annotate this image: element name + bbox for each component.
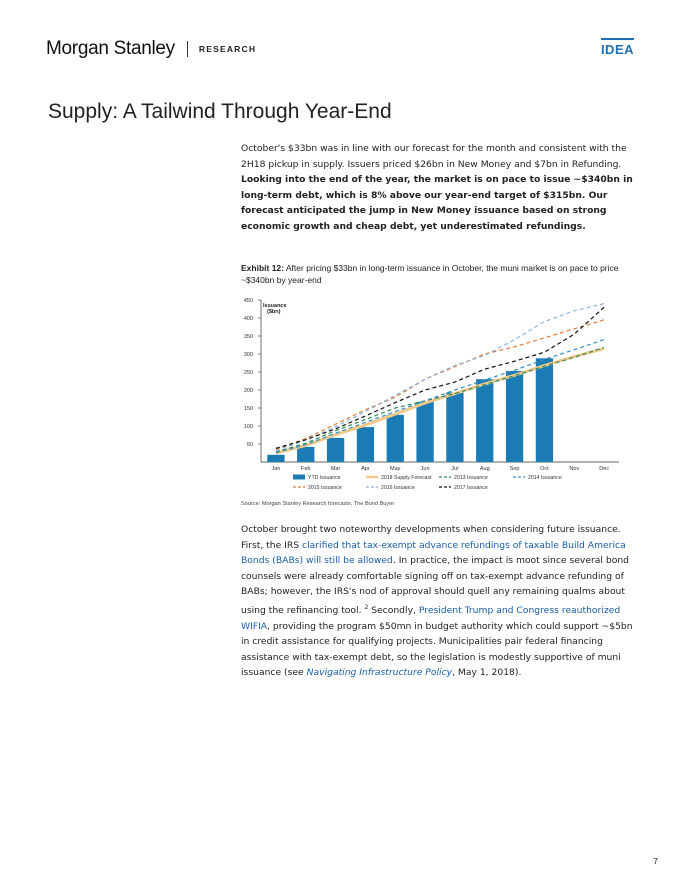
intro-bold-text: Looking into the end of the year, the ma… bbox=[241, 174, 633, 232]
y-axis-label: Issuance bbox=[263, 303, 287, 309]
header-divider bbox=[186, 41, 188, 57]
legend-label: 2016 Issuance bbox=[381, 485, 415, 491]
infrastructure-policy-link[interactable]: Navigating Infrastructure Policy bbox=[306, 667, 453, 679]
intro-paragraph: October's $33bn was in line with our for… bbox=[241, 141, 634, 235]
page-number: 7 bbox=[653, 856, 658, 866]
para2-text-3: Secondly, bbox=[368, 605, 419, 617]
page-title: Supply: A Tailwind Through Year-End bbox=[48, 100, 392, 123]
y-tick-label: 150 bbox=[244, 406, 253, 412]
y-tick-label: 250 bbox=[244, 370, 253, 376]
bar-ytd-issuance bbox=[446, 392, 464, 462]
research-label: RESEARCH bbox=[198, 44, 257, 54]
bar-ytd-issuance bbox=[476, 379, 494, 462]
idea-tag: IDEA bbox=[600, 38, 634, 57]
x-tick-label: Jan bbox=[271, 466, 280, 472]
series-line-2013-issuance bbox=[275, 346, 605, 453]
footnote-marker[interactable]: 2 bbox=[364, 603, 369, 611]
chart-source: Source: Morgan Stanley Research forecast… bbox=[241, 501, 395, 507]
series-line-2018-supply-forecast bbox=[275, 347, 605, 455]
series-line-2016-issuance bbox=[275, 303, 605, 452]
x-tick-label: Nov bbox=[569, 466, 579, 472]
x-tick-label: Jul bbox=[451, 466, 458, 472]
para2-text-4: , providing the program $50mn in budget … bbox=[241, 620, 633, 679]
exhibit-caption: Exhibit 12: After pricing $33bn in long-… bbox=[241, 263, 621, 286]
legend-label: 2015 Issuance bbox=[308, 485, 342, 491]
y-tick-label: 450 bbox=[244, 298, 253, 304]
y-tick-label: 100 bbox=[244, 424, 253, 430]
legend-label: 2017 Issuance bbox=[454, 485, 488, 491]
bar-ytd-issuance bbox=[326, 437, 345, 462]
bar-ytd-issuance bbox=[535, 358, 554, 462]
y-tick-label: 300 bbox=[244, 352, 253, 358]
para2-text-5: , May 1, 2018). bbox=[452, 667, 522, 679]
issuance-chart: 50 100 150 200 250 300 350 400 450 Issuance($bn) J… bbox=[244, 298, 619, 491]
x-tick-label: Aug bbox=[480, 466, 490, 472]
x-tick-label: Mar bbox=[331, 466, 341, 472]
irs-bab-link[interactable]: clarified that tax-exempt advance refund… bbox=[241, 539, 626, 567]
bar-ytd-issuance bbox=[267, 454, 285, 462]
x-tick-label: Dec bbox=[599, 466, 609, 472]
y-tick-label: 200 bbox=[244, 388, 253, 394]
bar-ytd-issuance bbox=[356, 427, 375, 462]
para2-text-1: October brought two noteworthy developme… bbox=[241, 524, 621, 551]
report-header: Morgan Stanley RESEARCH bbox=[46, 36, 256, 62]
intro-text: October's $33bn was in line with our for… bbox=[241, 143, 627, 170]
y-tick-label: 400 bbox=[244, 316, 253, 322]
series-line-2017-issuance bbox=[275, 306, 605, 449]
x-tick-label: Oct bbox=[540, 466, 549, 472]
wifia-link[interactable]: President Trump and Congress reauthorize… bbox=[241, 605, 621, 632]
bar-ytd-issuance bbox=[505, 370, 524, 462]
legend-swatch bbox=[293, 474, 305, 480]
series-line-2015-issuance bbox=[275, 319, 605, 450]
x-tick-label: May bbox=[390, 466, 401, 472]
series-line-2014-issuance bbox=[275, 339, 605, 454]
bar-ytd-issuance bbox=[386, 414, 404, 462]
bar-ytd-issuance bbox=[297, 446, 315, 462]
y-tick-label: 350 bbox=[244, 334, 253, 340]
y-axis-label-unit: ($bn) bbox=[267, 309, 281, 315]
legend-label: YTD Issuance bbox=[308, 475, 341, 481]
exhibit-label: Exhibit 12: bbox=[241, 263, 284, 273]
legend-label: 2018 Supply Forecast bbox=[381, 475, 432, 481]
bar-ytd-issuance bbox=[416, 401, 434, 462]
developments-paragraph: October brought two noteworthy developme… bbox=[241, 522, 634, 681]
legend-label: 2014 Issuance bbox=[528, 475, 562, 481]
morgan-stanley-logo: Morgan Stanley bbox=[46, 38, 175, 59]
para2-text-2: . In practice, the impact is moot since … bbox=[241, 555, 629, 617]
x-tick-label: Sep bbox=[510, 466, 520, 472]
x-tick-label: Apr bbox=[361, 466, 370, 472]
x-tick-label: Jun bbox=[421, 466, 430, 472]
y-tick-label: 50 bbox=[247, 442, 253, 448]
x-tick-label: Feb bbox=[301, 466, 310, 472]
legend-label: 2013 Issuance bbox=[454, 475, 488, 481]
exhibit-caption-text: After pricing $33bn in long-term issuanc… bbox=[241, 263, 619, 285]
